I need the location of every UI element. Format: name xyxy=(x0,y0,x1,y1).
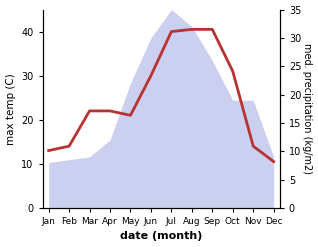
Y-axis label: max temp (C): max temp (C) xyxy=(5,73,16,144)
X-axis label: date (month): date (month) xyxy=(120,231,202,242)
Y-axis label: med. precipitation (kg/m2): med. precipitation (kg/m2) xyxy=(302,43,313,174)
